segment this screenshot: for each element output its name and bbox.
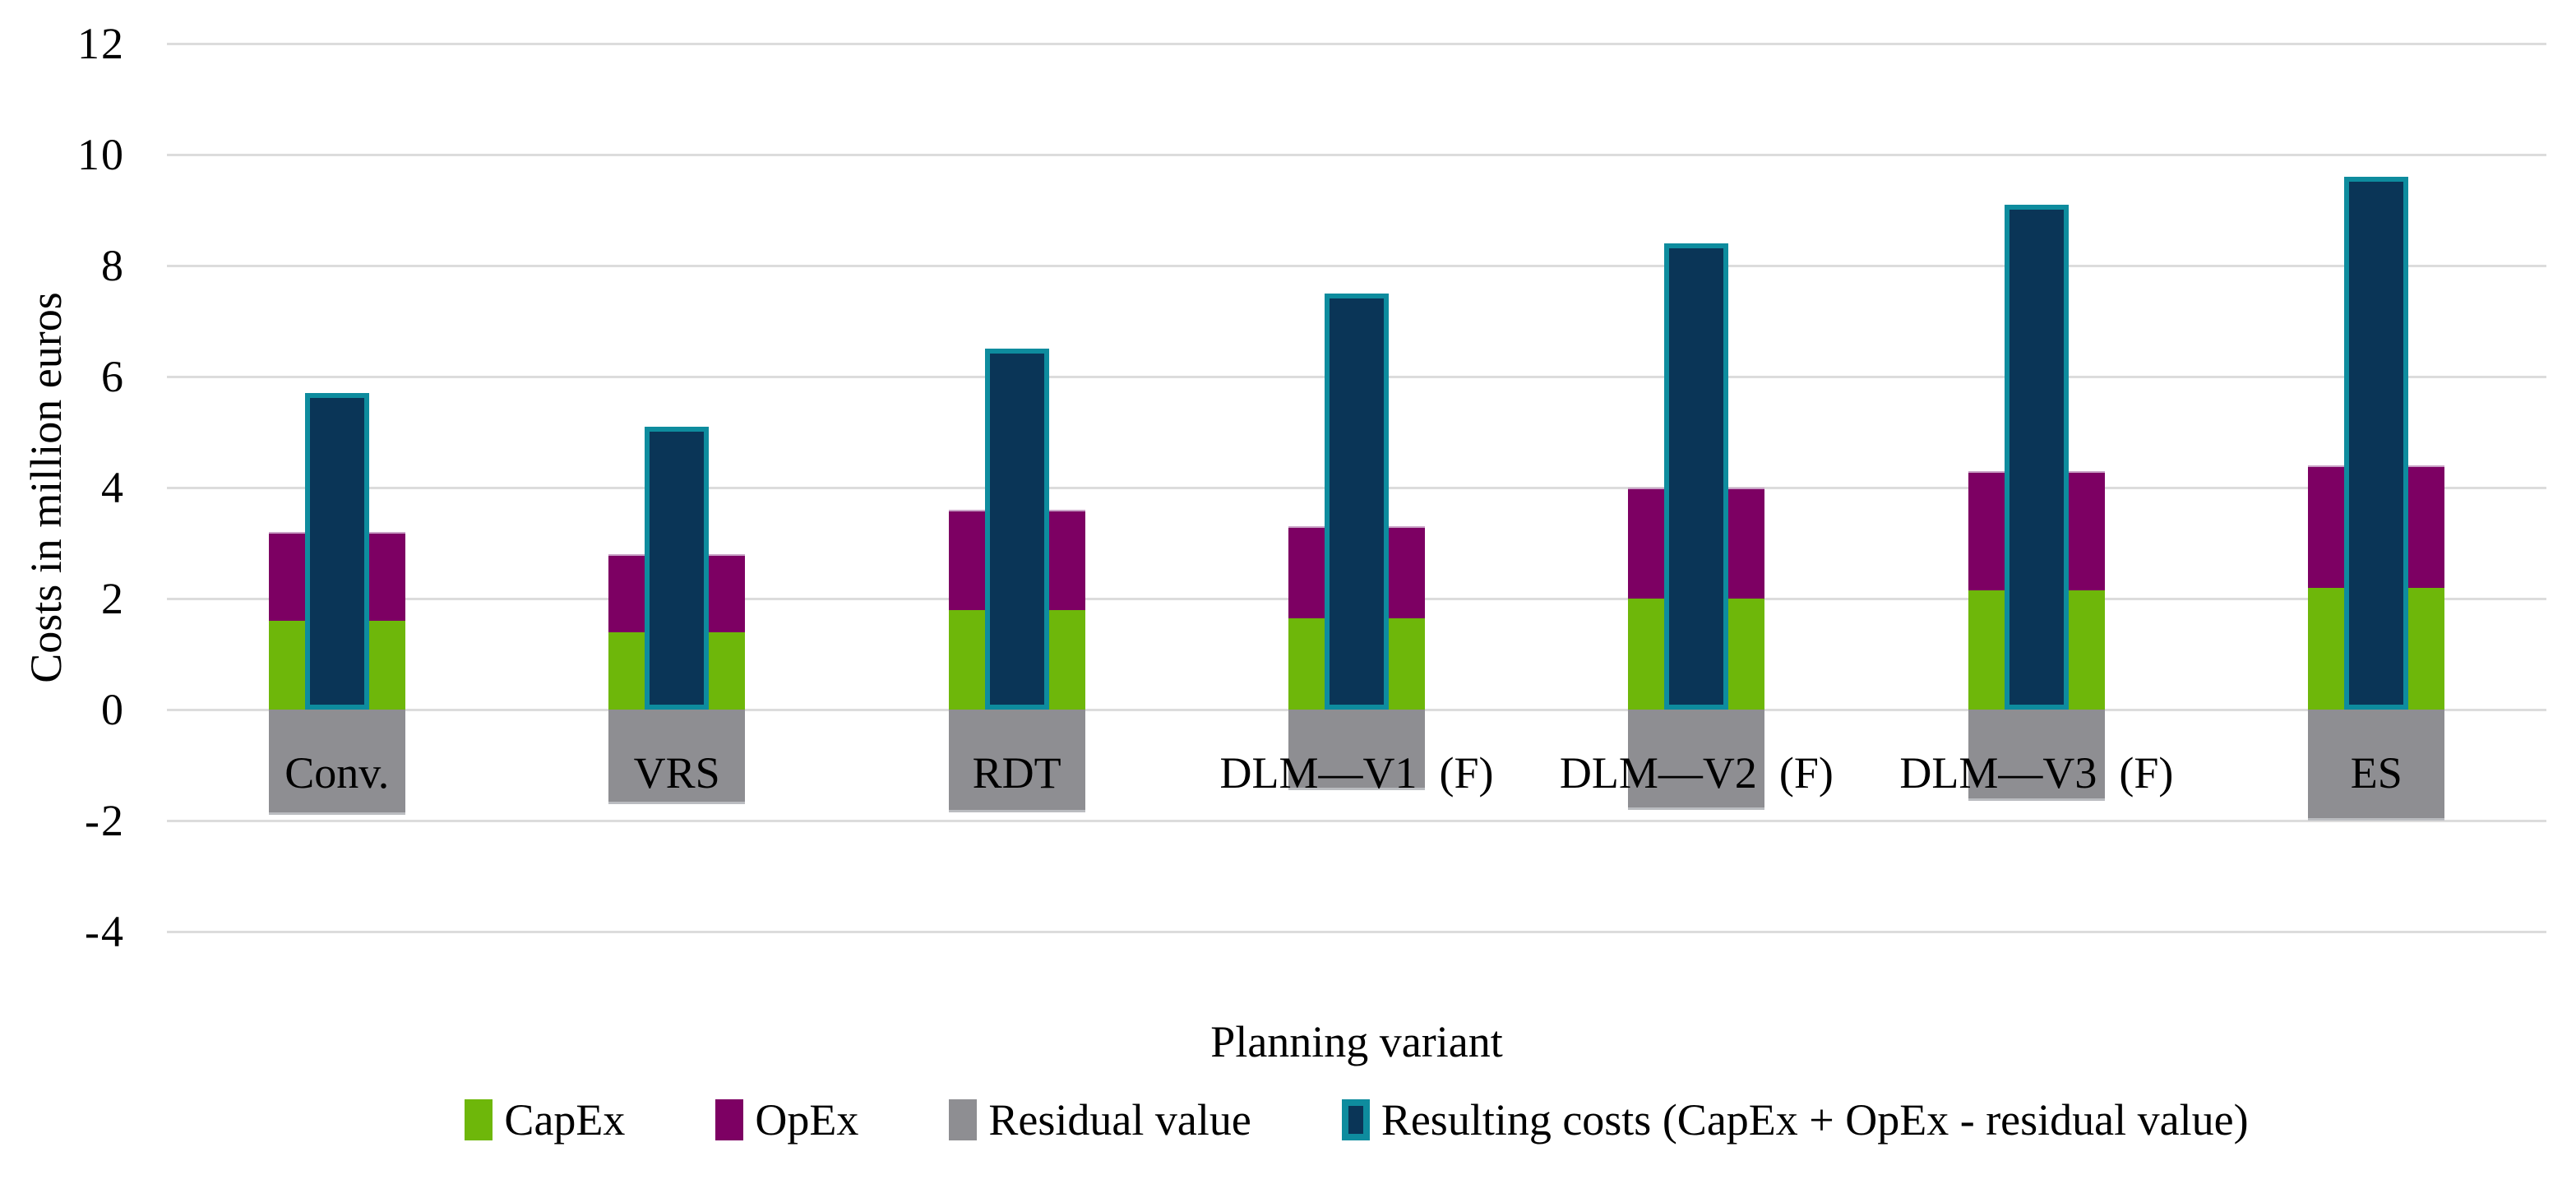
- category-label: DLM—V2 (F): [1559, 748, 1834, 798]
- y-tick-label: 2: [101, 574, 125, 623]
- gridline-y-8: [167, 264, 2546, 267]
- category-label: VRS: [633, 748, 720, 798]
- legend-item-capex: CapEx: [465, 1094, 625, 1146]
- gridline-y-12: [167, 42, 2546, 45]
- y-tick-label: 0: [101, 685, 125, 734]
- category-label: DLM—V3 (F): [1899, 748, 2174, 798]
- legend-item-residual-value: Residual value: [949, 1094, 1251, 1146]
- gridline-y--4: [167, 930, 2546, 933]
- x-axis-title: Planning variant: [1210, 1017, 1503, 1066]
- y-axis-title: Costs in million euros: [21, 292, 71, 683]
- legend-item-resulting-costs-capex-opex-residual-value: Resulting costs (CapEx + OpEx - residual…: [1341, 1094, 2249, 1146]
- legend: CapEx OpEx Residual value Resulting costs (…: [167, 1094, 2546, 1146]
- y-tick-label: 12: [77, 19, 125, 68]
- bar-resulting-costs: [984, 349, 1049, 710]
- category-label: ES: [2350, 748, 2403, 798]
- legend-label: CapEx: [504, 1095, 626, 1145]
- bar-segment-residual-value: [268, 710, 405, 816]
- bar-resulting-costs: [645, 426, 710, 710]
- bar-segment-residual-value: [1628, 710, 1765, 810]
- gridline-y--2: [167, 819, 2546, 822]
- y-tick-label: 4: [101, 463, 125, 512]
- category-label: Conv.: [284, 748, 390, 798]
- bar-resulting-costs: [2004, 204, 2069, 710]
- bar-resulting-costs: [304, 393, 369, 710]
- category-label: DLM—V1 (F): [1219, 748, 1494, 798]
- bar-resulting-costs: [1664, 243, 1729, 710]
- legend-marker-icon: [949, 1099, 978, 1140]
- legend-label: OpEx: [755, 1095, 859, 1145]
- bar-segment-residual-value: [1968, 710, 2105, 802]
- y-tick-label: -4: [85, 907, 125, 956]
- legend-marker-icon: [1341, 1099, 1370, 1140]
- bar-segment-residual-value: [608, 710, 746, 804]
- bar-segment-residual-value: [1288, 710, 1425, 790]
- legend-marker-icon: [715, 1099, 744, 1140]
- y-tick-label: -2: [85, 796, 125, 845]
- y-tick-label: 6: [101, 352, 125, 401]
- category-label: RDT: [972, 748, 1061, 798]
- gridline-y-10: [167, 153, 2546, 156]
- y-tick-label: 10: [77, 130, 125, 179]
- legend-marker-icon: [465, 1099, 493, 1140]
- legend-item-opex: OpEx: [715, 1094, 858, 1146]
- bar-resulting-costs: [2344, 177, 2409, 710]
- bar-segment-residual-value: [948, 710, 1085, 812]
- legend-label: Residual value: [988, 1095, 1251, 1145]
- legend-label: Resulting costs (CapEx + OpEx - residual…: [1380, 1095, 2249, 1145]
- y-tick-label: 8: [101, 241, 125, 290]
- bar-resulting-costs: [1325, 293, 1389, 710]
- bar-segment-residual-value: [2308, 710, 2445, 821]
